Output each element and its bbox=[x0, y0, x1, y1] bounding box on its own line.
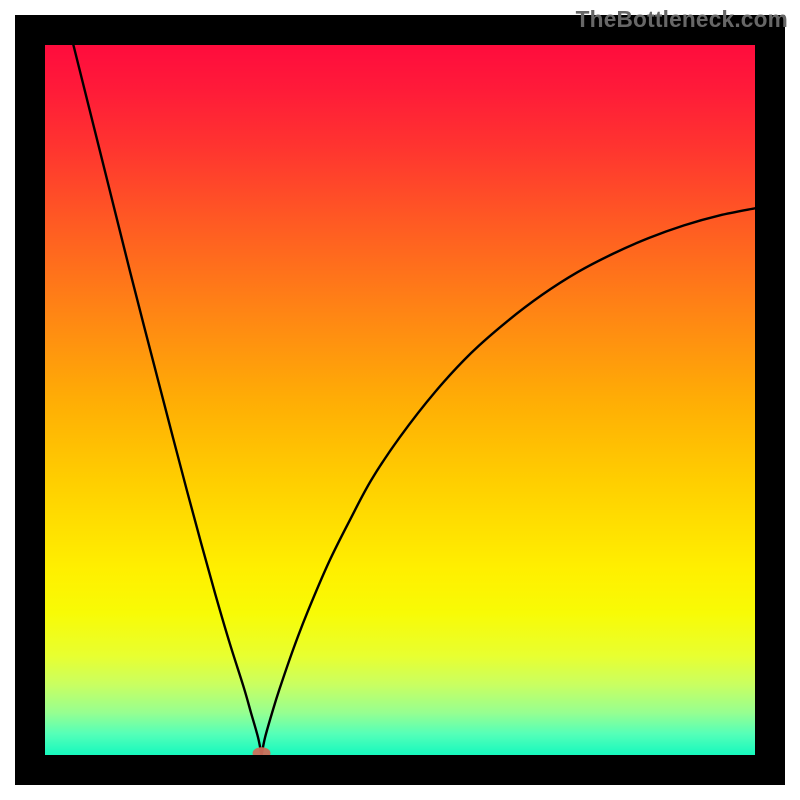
plot-background bbox=[45, 45, 755, 755]
watermark-text: TheBottleneck.com bbox=[576, 6, 788, 33]
bottleneck-chart bbox=[0, 0, 800, 800]
chart-container: { "canvas": { "width": 800, "height": 80… bbox=[0, 0, 800, 800]
